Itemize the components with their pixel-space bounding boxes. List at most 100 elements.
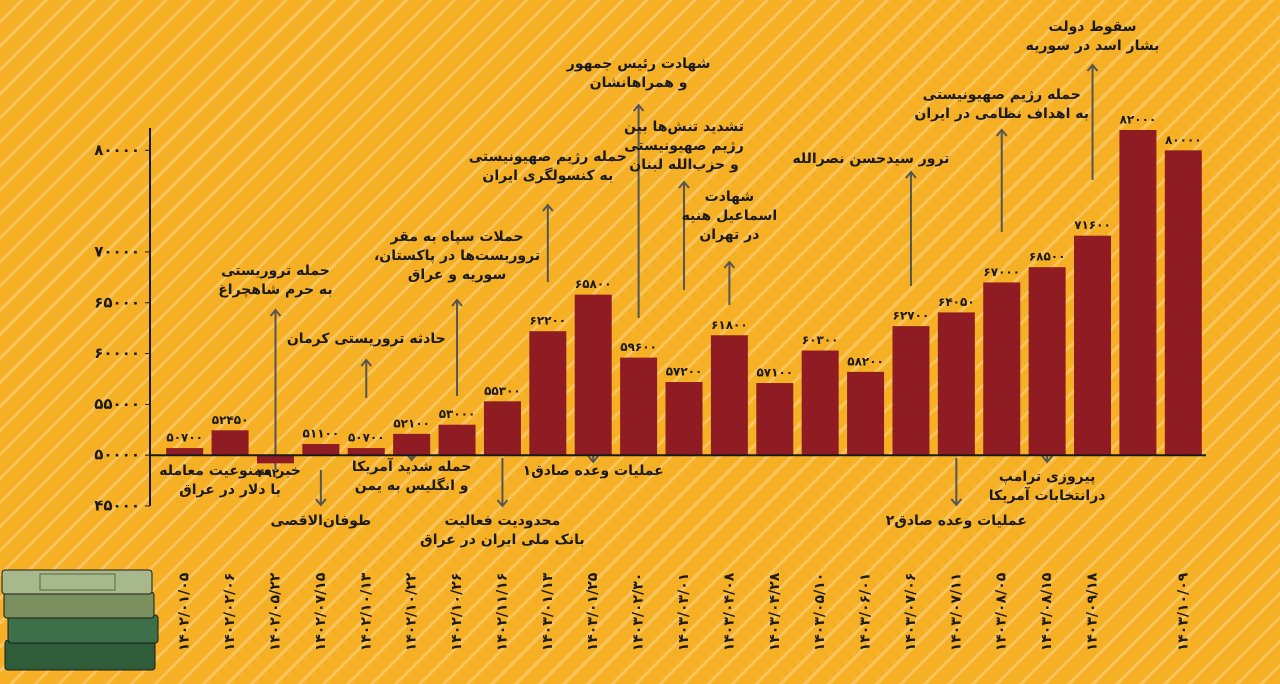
arrow-head <box>1041 455 1053 464</box>
annotation: محدودیت فعالیت بانک ملی ایران در عراق <box>420 513 585 548</box>
bar <box>1074 235 1112 456</box>
value-label: ۵۰۷۰۰ <box>348 431 385 445</box>
bar <box>710 335 748 456</box>
annotation: پیروزی ترامپ درانتخابات آمریکا <box>988 469 1106 504</box>
x-tick-label: ۱۴۰۲/۱۰/۱۳ <box>358 572 374 651</box>
value-label: ۶۲۷۰۰ <box>893 309 930 323</box>
value-label: ۶۵۸۰۰ <box>575 277 612 291</box>
annotation: شهادت اسماعیل هنیه در تهران <box>681 189 778 243</box>
arrow-head <box>1086 63 1099 72</box>
arrow-head <box>678 180 690 189</box>
x-tick-label: ۱۴۰۳/۰۲/۳۰ <box>631 573 647 652</box>
value-label: ۶۷۰۰۰ <box>983 265 1020 279</box>
x-tick-label: ۱۴۰۲/۰۷/۱۵ <box>313 572 329 651</box>
value-label: ۵۸۲۰۰ <box>847 354 884 368</box>
x-tick-label: ۱۴۰۳/۱۰/۰۹ <box>1175 572 1191 651</box>
bar <box>801 350 839 456</box>
bar <box>1164 150 1202 456</box>
bar <box>847 371 885 456</box>
value-label: ۵۷۲۰۰ <box>666 365 703 379</box>
x-tick-label: ۱۴۰۲/۱۰/۲۶ <box>449 573 465 652</box>
annotation: حملات سپاه به مقر تروریست‌ها در پاکستان،… <box>373 229 541 283</box>
annotation: سقوط دولت بشار اسد در سوریه <box>1025 19 1160 54</box>
annotation: حمله شدید آمریکا و انگلیس به یمن <box>351 459 472 494</box>
x-tick-label: ۱۴۰۲/۰۵/۲۲ <box>267 572 283 651</box>
x-tick-label: ۱۴۰۳/۰۳/۰۱ <box>676 573 692 652</box>
arrow-head <box>496 499 509 508</box>
annotation: عملیات وعده صادق۲ <box>885 513 1027 529</box>
annotation: حادثه تروریستی کرمان <box>286 331 446 347</box>
bar <box>983 282 1021 456</box>
bar <box>302 444 340 456</box>
value-label: ۵۲۱۰۰ <box>393 416 430 430</box>
y-tick-label: ۷۰۰۰۰ <box>94 242 140 260</box>
arrow-head <box>995 128 1008 137</box>
bar <box>483 401 521 456</box>
x-tick-label: ۱۴۰۲/۰۲/۰۶ <box>222 573 238 652</box>
x-tick-label: ۱۴۰۳/۰۱/۲۵ <box>585 572 601 651</box>
value-label: ۵۵۳۰۰ <box>484 384 521 398</box>
x-tick-label: ۱۴۰۳/۰۴/۰۸ <box>721 572 737 651</box>
arrows <box>269 63 1099 508</box>
value-label: ۸۰۰۰۰ <box>1165 133 1202 147</box>
x-tick-label: ۱۴۰۳/۰۶/۰۱ <box>858 573 874 652</box>
annotation: عملیات وعده صادق۱ <box>522 463 664 479</box>
bar <box>393 433 431 456</box>
x-tick-label: ۱۴۰۳/۰۹/۱۸ <box>1085 572 1101 651</box>
bar <box>892 326 930 456</box>
value-label: ۶۴۰۵۰ <box>938 295 975 309</box>
arrow-head <box>905 170 917 179</box>
arrow-head <box>315 498 327 507</box>
bar <box>1028 267 1066 456</box>
value-label: ۸۲۰۰۰ <box>1120 113 1157 127</box>
y-tick-label: ۴۵۰۰۰ <box>94 497 140 515</box>
bar <box>1119 130 1157 456</box>
annotation: طوفان‌الاقصی <box>270 513 372 529</box>
value-label: ۵۹۶۰۰ <box>620 340 657 354</box>
x-tick-label: ۱۴۰۲/۱۱/۱۶ <box>494 573 510 652</box>
value-label: ۵۱۱۰۰ <box>303 427 340 441</box>
arrow-head <box>360 358 373 367</box>
value-label: ۶۱۸۰۰ <box>711 318 748 332</box>
value-label: ۶۲۲۰۰ <box>530 314 567 328</box>
y-tick-label: ۵۵۰۰۰ <box>94 395 140 413</box>
x-tick-label: ۱۴۰۳/۰۷/۰۶ <box>903 573 919 652</box>
y-tick-label: ۶۰۰۰۰ <box>94 344 140 362</box>
x-tick-label: ۱۴۰۲/۱۰/۲۲ <box>404 572 420 651</box>
annotation: خبر ممنوعیت معامله با دلار در عراق <box>159 463 301 498</box>
arrow-head <box>587 455 599 464</box>
x-tick-label: ۱۴۰۳/۰۸/۰۵ <box>994 572 1010 651</box>
y-tick-label: ۶۵۰۰۰ <box>94 293 140 311</box>
value-label: ۶۸۵۰۰ <box>1029 250 1066 264</box>
value-label: ۴۹۲۰۰ <box>257 466 294 480</box>
bar <box>620 357 658 456</box>
value-label: ۵۳۰۰۰ <box>439 407 476 421</box>
x-tick-label: ۱۴۰۳/۰۸/۱۵ <box>1039 572 1055 651</box>
arrow-head <box>632 103 645 112</box>
arrow-head <box>269 308 282 317</box>
value-label: ۵۲۴۵۰ <box>212 413 249 427</box>
annotation: حمله تروریستی به حرم شاهچراغ <box>218 263 333 298</box>
value-label: ۷۱۶۰۰ <box>1074 218 1111 232</box>
y-tick-label: ۸۰۰۰۰ <box>94 141 140 159</box>
value-label: ۵۰۷۰۰ <box>166 431 203 445</box>
bar <box>438 424 476 456</box>
value-label: ۶۰۳۰۰ <box>802 333 839 347</box>
x-tick-label: ۱۴۰۳/۰۷/۱۱ <box>948 573 964 652</box>
bar <box>256 455 294 464</box>
y-tick-label: ۵۰۰۰۰ <box>94 446 140 464</box>
x-tick-label: ۱۴۰۳/۰۴/۲۸ <box>767 572 783 651</box>
bar <box>665 382 703 456</box>
arrow-head <box>950 498 963 507</box>
bar <box>574 294 612 456</box>
x-tick-label: ۱۴۰۲/۰۱/۰۵ <box>177 572 193 651</box>
value-label: ۵۷۱۰۰ <box>756 366 793 380</box>
arrow-head <box>451 298 463 307</box>
arrow-head <box>723 260 736 269</box>
annotation: حمله رژیم صهیونیستی به اهداف نظامی در ای… <box>914 87 1090 122</box>
arrow-head <box>542 203 554 212</box>
x-tick-label: ۱۴۰۳/۰۱/۱۳ <box>540 572 556 651</box>
bar <box>347 448 385 456</box>
